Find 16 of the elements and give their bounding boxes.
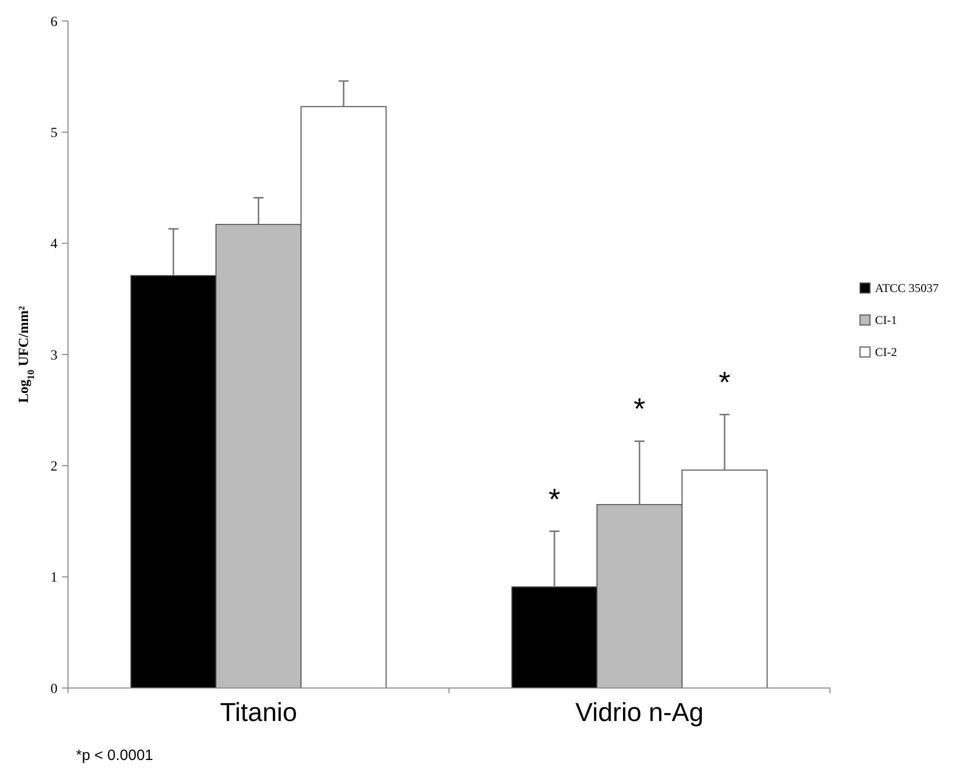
- y-tick-label: 6: [50, 14, 58, 30]
- annotation: *: [634, 393, 646, 426]
- y-tick-label: 3: [50, 348, 58, 364]
- y-tick-label: 4: [50, 237, 58, 252]
- legend-label: CI-2: [875, 345, 897, 359]
- y-tick-label: 2: [50, 460, 58, 475]
- x-tick-label: Vidrio n-Ag: [575, 697, 704, 727]
- legend-label: CI-1: [875, 313, 897, 327]
- y-tick-label: 1: [50, 570, 58, 586]
- legend-label: ATCC 35037: [875, 281, 939, 295]
- x-tick-label: Titanio: [220, 697, 298, 727]
- y-tick-label: 0: [50, 682, 58, 697]
- y-tick-label: 5: [50, 126, 58, 142]
- annotation: *: [718, 366, 731, 400]
- annotation: *: [548, 483, 561, 516]
- text: *p < 0.0001: [76, 747, 154, 764]
